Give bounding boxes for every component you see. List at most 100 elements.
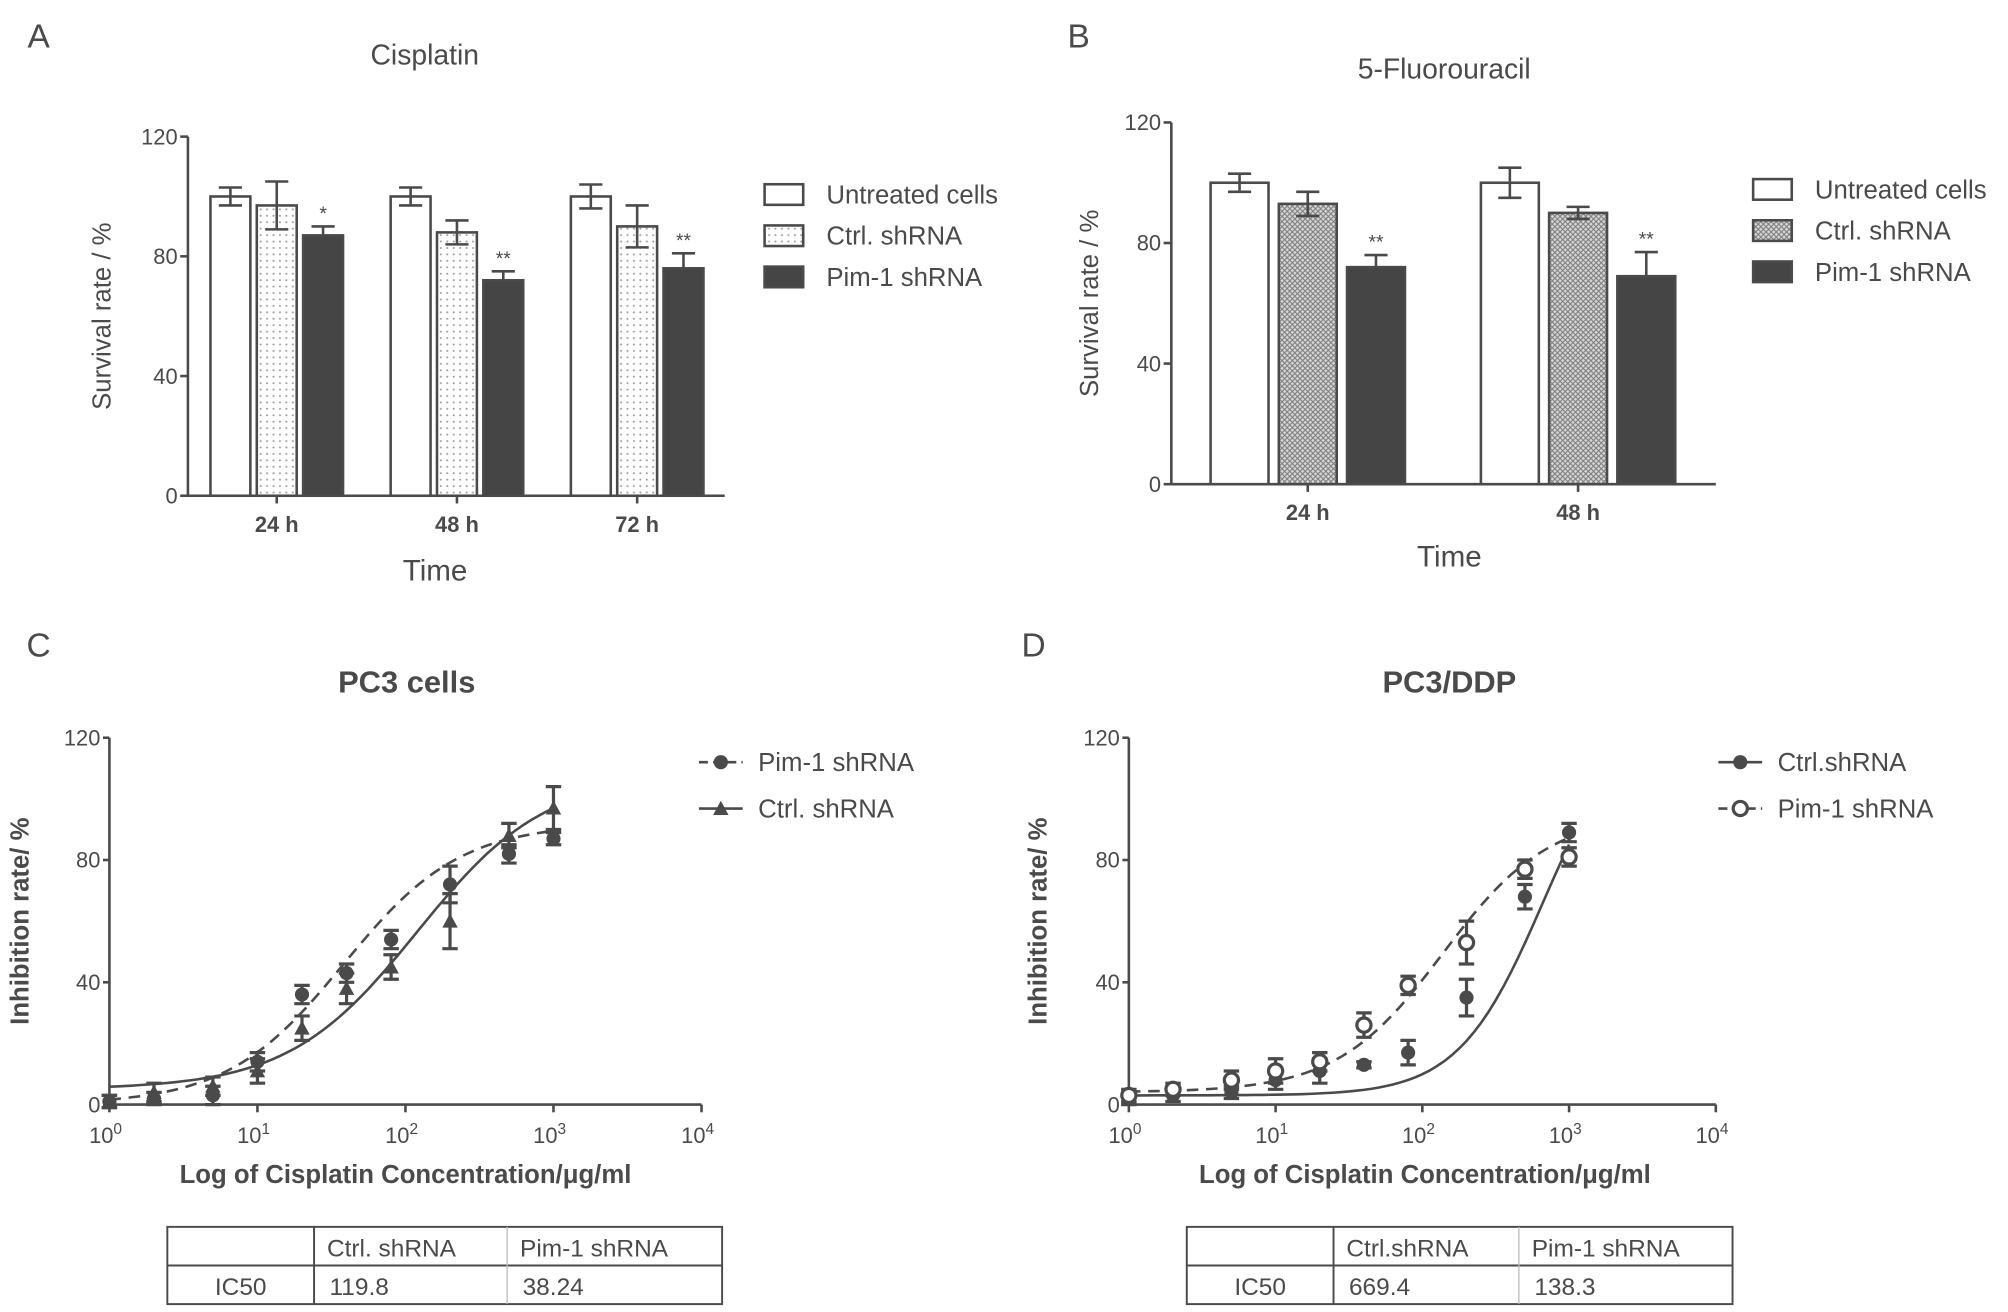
legend-swatch xyxy=(1751,177,1794,201)
legend-label: Pim-1 shRNA xyxy=(826,264,983,292)
open-circle-marker xyxy=(1560,848,1578,866)
triangle-marker xyxy=(383,959,399,974)
triangle-marker xyxy=(294,1020,310,1035)
filled-circle-marker xyxy=(384,932,399,947)
y-tick-label: 120 xyxy=(64,725,101,750)
tick-exponent: 4 xyxy=(1720,1121,1729,1138)
triangle-marker xyxy=(442,913,458,928)
y-axis-label: Survival rate / % xyxy=(89,223,117,410)
triangle-marker xyxy=(713,800,729,815)
legend-label: Pim-1 shRNA xyxy=(758,749,915,777)
bar xyxy=(482,278,525,498)
x-tick-label: 48 h xyxy=(1556,500,1600,525)
tick-base: 10 xyxy=(1695,1123,1719,1148)
y-axis-label: Inhibition rate/ % xyxy=(6,817,34,1024)
tick-base: 10 xyxy=(1255,1123,1279,1148)
bar xyxy=(1547,211,1609,486)
error-bar xyxy=(1364,253,1388,268)
bar xyxy=(1209,181,1270,486)
x-axis-label: Log of Cisplatin Concentration/μg/ml xyxy=(180,1161,632,1189)
y-tick-label: 120 xyxy=(1083,725,1120,750)
significance-label: ** xyxy=(496,249,512,270)
legend-label: Untreated cells xyxy=(826,182,998,210)
bar xyxy=(255,204,298,498)
y-tick-label: 0 xyxy=(1108,1092,1120,1117)
triangle-marker xyxy=(101,1093,118,1108)
x-tick-label: 101 xyxy=(1255,1121,1288,1148)
bar-chart-B: 5-Fluorouracil 0 40 80 120 Survival rate / % T… xyxy=(1076,53,1987,574)
tick-exponent: 3 xyxy=(1573,1121,1582,1138)
tick-base: 10 xyxy=(1402,1123,1426,1148)
x-tick-label: 101 xyxy=(237,1121,270,1148)
x-tick-label: 48 h xyxy=(435,512,479,537)
bar xyxy=(435,231,479,498)
triangle-marker xyxy=(205,1078,221,1093)
x-tick-label: 100 xyxy=(1109,1121,1142,1148)
table-header: Pim-1 shRNA xyxy=(1532,1235,1681,1262)
filled-circle-marker xyxy=(294,987,310,1002)
filled-circle-marker xyxy=(501,846,517,861)
bar xyxy=(662,267,705,498)
y-axis-label: Survival rate / % xyxy=(1076,210,1104,397)
open-circle-marker xyxy=(1516,860,1534,878)
legend-swatch xyxy=(763,265,805,289)
error-bar xyxy=(1566,205,1590,221)
table-cell: IC50 xyxy=(215,1274,267,1301)
error-bar xyxy=(399,186,423,207)
legend-label: Ctrl. shRNA xyxy=(1815,218,1952,246)
chart-title: PC3 cells xyxy=(338,665,475,700)
bar xyxy=(1277,202,1339,486)
significance-label: ** xyxy=(676,231,692,252)
error-bar xyxy=(265,180,289,231)
x-axis-label: Time xyxy=(403,555,468,588)
bar xyxy=(301,234,345,498)
filled-circle-marker xyxy=(1459,990,1474,1005)
legend-label: Ctrl. shRNA xyxy=(826,223,963,251)
filled-circle-marker xyxy=(1517,889,1532,904)
tick-base: 10 xyxy=(533,1123,557,1148)
y-tick-label: 80 xyxy=(76,848,100,873)
open-circle-marker xyxy=(1222,1071,1241,1089)
y-tick-label: 120 xyxy=(1125,110,1162,135)
tick-exponent: 2 xyxy=(1426,1121,1435,1138)
legend-label: Ctrl. shRNA xyxy=(758,796,895,824)
legend-swatch xyxy=(1751,219,1794,243)
filled-circle-marker xyxy=(442,877,458,892)
fit-curve xyxy=(109,806,555,1088)
x-tick-label: 72 h xyxy=(615,512,659,537)
triangle-marker xyxy=(249,1063,266,1078)
filled-circle-marker xyxy=(1401,1045,1416,1060)
open-circle-marker xyxy=(1311,1053,1329,1071)
legend-swatch xyxy=(1751,260,1794,284)
tick-exponent: 3 xyxy=(558,1121,567,1138)
triangle-marker xyxy=(545,800,562,815)
tick-base: 10 xyxy=(237,1123,261,1148)
significance-label: ** xyxy=(1639,230,1655,251)
fit-curve xyxy=(1128,836,1570,1093)
y-axis-label: Inhibition rate/ % xyxy=(1024,817,1052,1024)
bar xyxy=(389,195,432,498)
open-circle-marker xyxy=(1266,1062,1285,1080)
error-bar xyxy=(671,252,696,269)
error-bar xyxy=(491,270,515,281)
bar xyxy=(1479,181,1541,486)
bar xyxy=(209,195,252,498)
legend-label: Pim-1 shRNA xyxy=(1778,796,1935,824)
tick-exponent: 1 xyxy=(1280,1121,1289,1138)
error-bar xyxy=(445,219,469,246)
panel-label: B xyxy=(1067,19,1089,56)
panel-label: A xyxy=(27,19,50,56)
x-tick-label: 24 h xyxy=(255,512,299,537)
table-header: Ctrl.shRNA xyxy=(1346,1235,1469,1262)
tick-base: 10 xyxy=(385,1123,409,1148)
error-bar xyxy=(1498,166,1522,200)
table-header: Pim-1 shRNA xyxy=(520,1235,669,1262)
open-circle-marker xyxy=(1120,1086,1138,1105)
tick-base: 10 xyxy=(89,1123,113,1148)
open-circle-marker xyxy=(1399,976,1417,995)
table-cell: 38.24 xyxy=(523,1274,584,1301)
x-axis-label: Log of Cisplatin Concentration/μg/ml xyxy=(1199,1161,1651,1189)
chart-title: 5-Fluorouracil xyxy=(1358,53,1531,85)
open-circle-marker xyxy=(1457,933,1476,952)
